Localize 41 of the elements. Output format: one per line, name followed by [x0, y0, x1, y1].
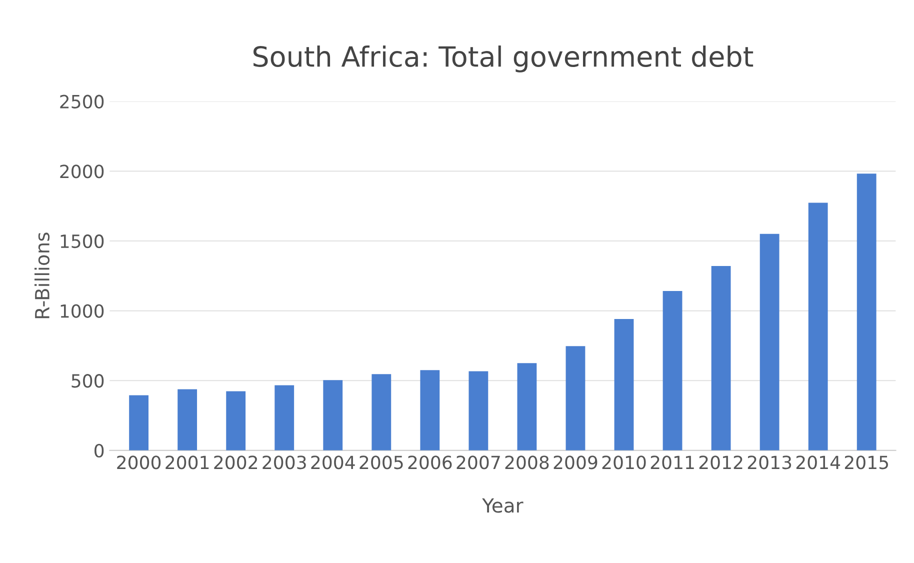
x-tick-label: 2008: [505, 456, 549, 470]
x-tick-label: 2007: [456, 456, 500, 470]
bar: [566, 346, 586, 450]
x-tick-label: 2002: [214, 456, 257, 470]
bar: [517, 363, 537, 450]
x-tick-label: 2006: [408, 456, 452, 470]
bar: [420, 370, 440, 450]
x-tick-label: 2004: [311, 456, 355, 470]
y-tick-label: 2000: [60, 164, 104, 178]
x-axis-title: Year: [482, 498, 524, 513]
bar: [274, 385, 294, 450]
x-tick-label: 2000: [117, 456, 161, 470]
bar: [323, 380, 343, 450]
bar: [760, 234, 780, 450]
x-tick-label: 2014: [796, 456, 840, 470]
bar: [711, 266, 731, 450]
x-tick-label: 2003: [262, 456, 306, 470]
bar: [662, 290, 682, 450]
bar: [178, 389, 198, 450]
x-tick-label: 2001: [166, 456, 209, 470]
y-tick-label: 2500: [60, 94, 104, 108]
bar: [614, 319, 634, 450]
bar: [129, 395, 148, 450]
bar: [372, 374, 392, 450]
y-tick-label: 1500: [60, 234, 104, 248]
bar: [468, 371, 488, 450]
y-tick-label: 1000: [60, 304, 104, 318]
chart-title: South Africa: Total government debt: [253, 46, 754, 72]
x-tick-label: 2013: [748, 456, 792, 470]
y-tick-label: 500: [72, 374, 104, 388]
bar: [226, 391, 246, 450]
bar: [808, 202, 828, 450]
x-tick-label: 2005: [360, 456, 403, 470]
bar: [856, 174, 876, 450]
y-tick-label: 0: [94, 444, 104, 458]
y-axis-title: R-Billions: [34, 232, 50, 318]
x-tick-label: 2012: [699, 456, 742, 470]
x-tick-label: 2010: [602, 456, 646, 470]
x-tick-label: 2009: [554, 456, 598, 470]
x-tick-label: 2015: [844, 456, 888, 470]
x-tick-label: 2011: [650, 456, 694, 470]
